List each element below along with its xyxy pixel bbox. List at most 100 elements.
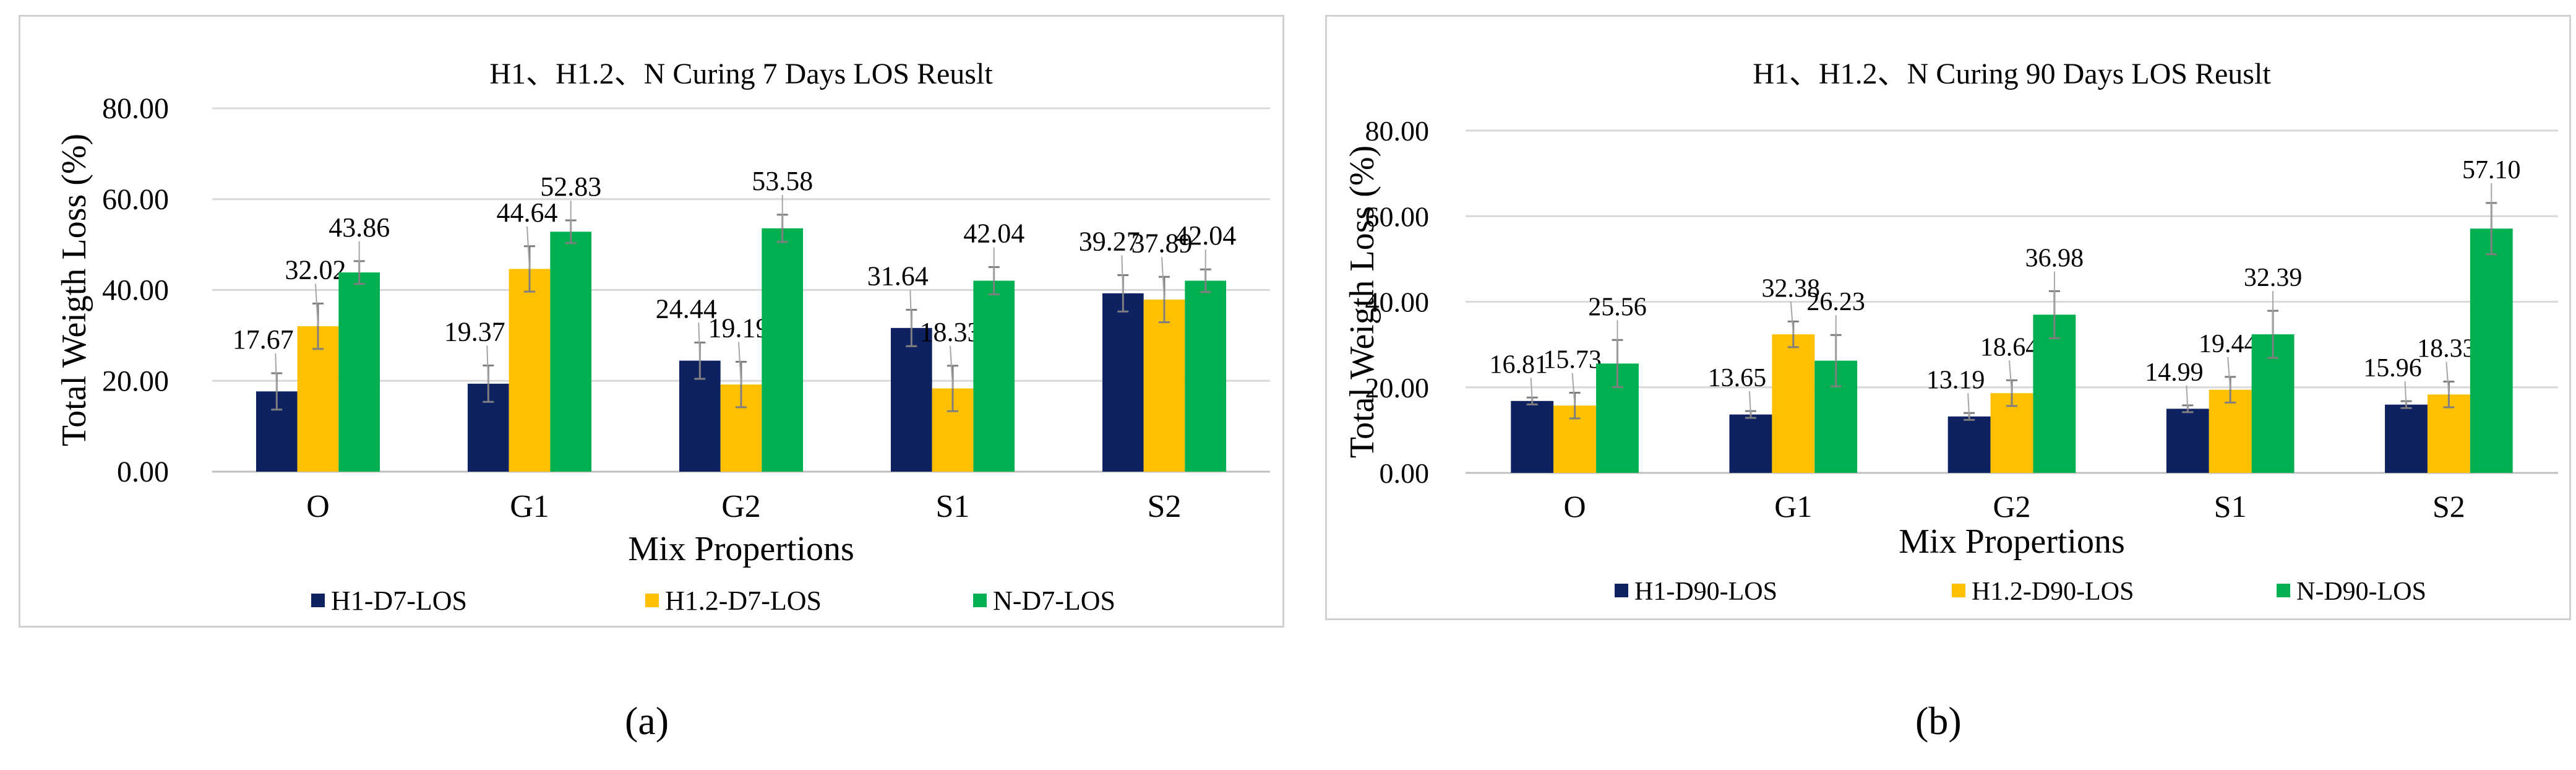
bar xyxy=(297,326,339,472)
data-label-leader xyxy=(1571,373,1576,406)
data-label: 43.86 xyxy=(328,212,390,243)
legend-swatch xyxy=(973,594,987,607)
data-label-leader xyxy=(2445,361,2450,395)
data-label: 42.04 xyxy=(963,218,1024,249)
bar xyxy=(1143,299,1185,472)
bar xyxy=(509,269,551,472)
data-label: 32.39 xyxy=(2244,264,2303,292)
y-tick-label: 20.00 xyxy=(1365,372,1430,404)
x-tick-label: S2 xyxy=(2432,489,2465,524)
legend-label: H1-D7-LOS xyxy=(331,586,467,616)
legend-label: N-D7-LOS xyxy=(993,586,1115,616)
y-tick-label: 0.00 xyxy=(117,456,169,488)
x-tick-label: S1 xyxy=(936,489,970,524)
y-axis-label: Total Weigth Loss (%) xyxy=(55,134,93,446)
bar xyxy=(550,231,592,472)
y-tick-label: 60.00 xyxy=(102,183,169,216)
x-tick-label: O xyxy=(1564,489,1586,524)
chart-title: H1、H1.2、N Curing 7 Days LOS Reuslt xyxy=(489,58,993,90)
subfigure-label-b: (b) xyxy=(1915,699,1962,743)
data-label-leader xyxy=(275,353,278,392)
data-label-leader xyxy=(2009,360,2012,394)
y-tick-label: 80.00 xyxy=(1365,115,1430,147)
y-tick-label: 40.00 xyxy=(1365,287,1430,318)
data-label: 14.99 xyxy=(2145,358,2204,387)
bar xyxy=(890,327,932,472)
data-label: 16.81 xyxy=(1489,350,1548,379)
y-axis-label: Total Weigth Loss (%) xyxy=(1343,145,1381,458)
data-label: 25.56 xyxy=(1588,293,1647,321)
data-label: 15.96 xyxy=(2363,354,2422,383)
legend-swatch xyxy=(2277,584,2290,597)
data-label: 17.67 xyxy=(233,324,294,355)
bar xyxy=(2209,389,2252,473)
bar xyxy=(2033,314,2076,473)
y-tick-label: 60.00 xyxy=(1365,201,1430,232)
chart-title: H1、H1.2、N Curing 90 Days LOS Reuslt xyxy=(1753,58,2271,90)
data-label: 24.44 xyxy=(656,293,717,324)
data-label-leader xyxy=(2186,385,2189,409)
data-label: 15.73 xyxy=(1543,346,1602,374)
x-axis-label: Mix Propertions xyxy=(1899,522,2125,561)
y-tick-label: 40.00 xyxy=(102,274,169,307)
x-tick-label: G1 xyxy=(510,489,549,524)
legend-swatch xyxy=(645,594,659,607)
legend-swatch xyxy=(1615,584,1628,597)
chart-panel-a: H1、H1.2、N Curing 7 Days LOS Reuslt 0.00 20… xyxy=(19,15,1284,628)
x-tick-label: G2 xyxy=(721,489,761,524)
data-label-leader xyxy=(2227,357,2231,390)
data-label-leader xyxy=(1161,257,1165,300)
legend-label: H1.2-D7-LOS xyxy=(665,586,822,616)
x-tick-label: G1 xyxy=(1774,489,1812,524)
legend-swatch xyxy=(311,594,325,607)
legend-label: H1.2-D90-LOS xyxy=(1972,578,2134,606)
bar xyxy=(2385,404,2428,473)
data-label: 32.02 xyxy=(285,254,346,285)
y-tick-label: 20.00 xyxy=(102,365,169,397)
data-label-leader xyxy=(486,345,489,384)
y-tick-label: 80.00 xyxy=(102,92,169,125)
data-label: 31.64 xyxy=(867,261,929,291)
data-label-leader xyxy=(1748,391,1751,415)
bar xyxy=(1102,293,1144,472)
data-label: 37.89 xyxy=(1131,228,1193,258)
subfigure-label-a: (a) xyxy=(625,699,669,743)
data-label-leader xyxy=(526,226,530,269)
data-label: 18.64 xyxy=(1980,333,2039,361)
legend-swatch xyxy=(1952,584,1965,597)
y-tick-label: 0.00 xyxy=(1380,457,1430,489)
data-label: 53.58 xyxy=(752,166,813,196)
data-label-leader xyxy=(2404,381,2407,405)
data-label: 19.37 xyxy=(444,317,505,347)
data-label: 39.27 xyxy=(1079,227,1140,257)
x-tick-label: G2 xyxy=(1993,489,2030,524)
data-label-leader xyxy=(950,345,953,389)
data-label: 42.04 xyxy=(1175,220,1236,251)
data-label: 13.65 xyxy=(1708,364,1767,392)
data-label: 36.98 xyxy=(2025,244,2084,272)
x-axis-label: Mix Propertions xyxy=(628,530,854,568)
bar xyxy=(973,280,1015,472)
data-label-leader xyxy=(1790,301,1794,335)
data-label: 57.10 xyxy=(2462,156,2521,184)
bar xyxy=(1947,416,1991,473)
bar xyxy=(1729,414,1772,473)
data-label: 32.38 xyxy=(1762,274,1821,303)
legend-label: H1-D90-LOS xyxy=(1634,578,1777,606)
data-label-leader xyxy=(698,322,701,361)
data-label: 19.44 xyxy=(2199,330,2257,358)
bar xyxy=(338,272,380,472)
bar xyxy=(2470,228,2513,473)
data-label: 19.19 xyxy=(708,313,770,344)
data-label-leader xyxy=(909,290,912,328)
x-tick-label: S1 xyxy=(2214,489,2247,524)
data-label-leader xyxy=(315,283,319,327)
chart-a-svg: H1、H1.2、N Curing 7 Days LOS Reuslt 0.00 20… xyxy=(55,58,1270,616)
data-label-leader xyxy=(1967,393,1970,417)
chart-b-svg: H1、H1.2、N Curing 90 Days LOS Reuslt 0.00 2… xyxy=(1343,58,2558,606)
x-tick-label: O xyxy=(306,489,330,524)
bar xyxy=(1511,400,1554,473)
data-label: 52.83 xyxy=(540,171,601,202)
data-label-leader xyxy=(738,342,742,385)
data-label: 44.64 xyxy=(497,197,558,228)
